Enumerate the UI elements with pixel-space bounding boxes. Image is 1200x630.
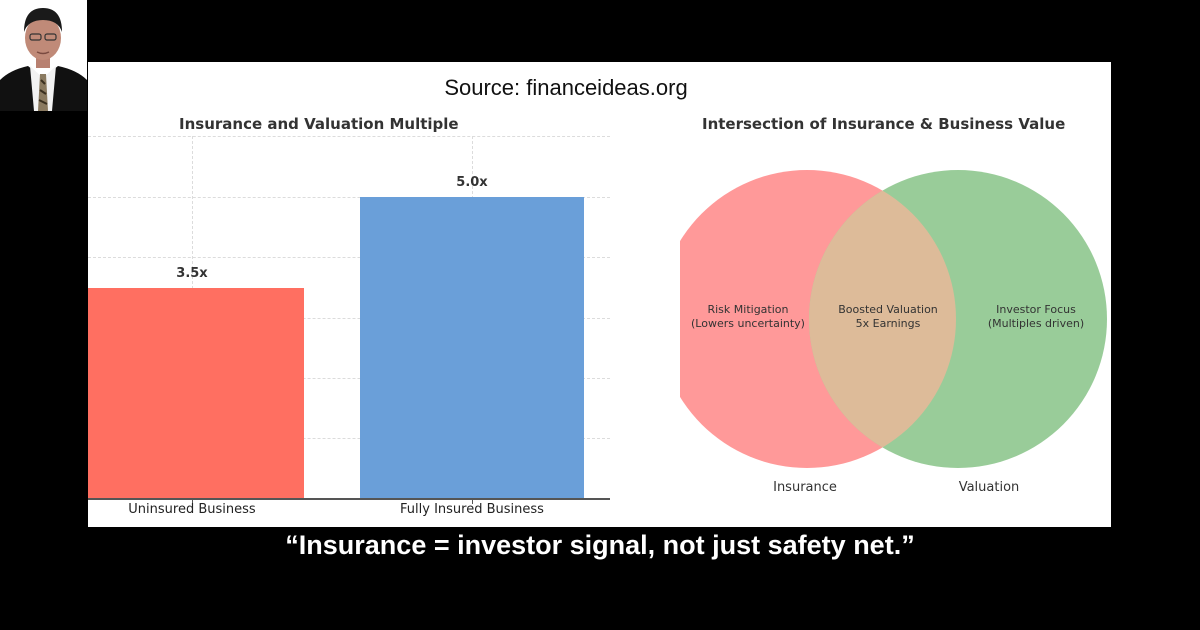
bar-chart-title: Insurance and Valuation Multiple bbox=[179, 115, 459, 133]
venn-left-label: Risk Mitigation (Lowers uncertainty) bbox=[691, 303, 805, 330]
source-credit: Source: financeideas.org bbox=[444, 75, 688, 100]
gridline bbox=[88, 257, 610, 258]
venn-overlap-label: Boosted Valuation 5x Earnings bbox=[838, 303, 938, 330]
gridline bbox=[88, 136, 610, 137]
set-label-valuation: Valuation bbox=[958, 480, 1020, 495]
bar-uninsured-business bbox=[88, 288, 304, 499]
gridline bbox=[88, 197, 610, 198]
gridline bbox=[88, 318, 610, 319]
person-icon bbox=[0, 0, 87, 111]
content-panel: Source: financeideas.org Insurance and V… bbox=[88, 62, 1111, 527]
venn-right-label: Investor Focus (Multiples driven) bbox=[987, 303, 1085, 330]
x-axis bbox=[88, 498, 610, 500]
venn-chart-title: Intersection of Insurance & Business Val… bbox=[702, 115, 1066, 133]
quote-caption: “Insurance = investor signal, not just s… bbox=[285, 530, 915, 560]
category-label: Uninsured Business bbox=[128, 502, 256, 517]
author-photo bbox=[0, 0, 87, 111]
category-label: Fully Insured Business bbox=[400, 502, 544, 517]
bar-value-label: 5.0x bbox=[456, 175, 488, 190]
x-tick bbox=[472, 500, 473, 504]
gridline bbox=[88, 438, 610, 439]
bar-fully-insured-business bbox=[360, 197, 584, 499]
bar-value-label: 3.5x bbox=[176, 266, 208, 281]
x-tick bbox=[192, 500, 193, 504]
venn-diagram: Risk Mitigation (Lowers uncertainty) Boo… bbox=[680, 162, 1111, 502]
venn-circles bbox=[680, 170, 1107, 468]
set-label-insurance: Insurance bbox=[773, 480, 837, 495]
bar-chart-plot: 3.5x 5.0x bbox=[88, 136, 610, 504]
gridline bbox=[88, 378, 610, 379]
overlap-region bbox=[809, 170, 956, 468]
